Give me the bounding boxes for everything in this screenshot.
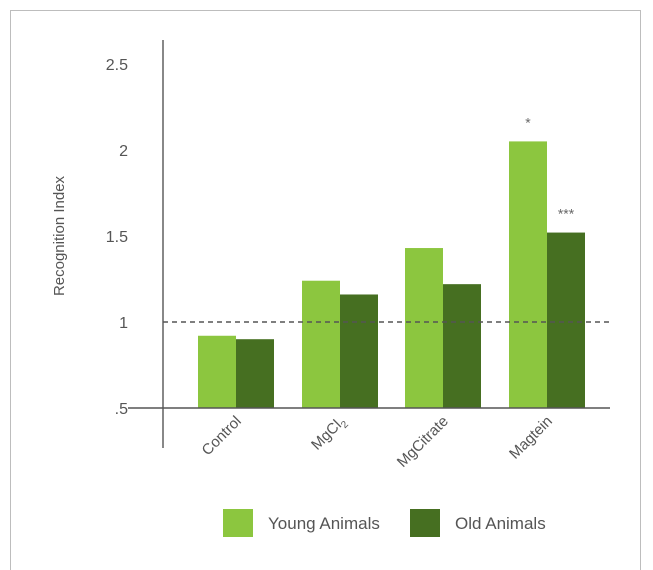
category-label: Control bbox=[199, 413, 245, 459]
chart-frame bbox=[10, 10, 641, 570]
y-tick-label: 1.5 bbox=[106, 229, 128, 246]
bar-control-young bbox=[198, 335, 236, 408]
x-axis-categories: Control MgCl2 MgCitrate Magtein bbox=[199, 412, 556, 471]
y-axis-label: Recognition Index bbox=[51, 175, 68, 296]
category-label-text: MgCitrate bbox=[394, 413, 452, 471]
bar-mgcitrate-old bbox=[443, 284, 481, 408]
y-axis-ticks: .5 1 1.5 2 2.5 bbox=[106, 57, 128, 418]
bar-mgcl-old bbox=[340, 294, 378, 408]
bar-mgcl-young bbox=[302, 280, 340, 408]
category-label-text: Control bbox=[199, 413, 245, 459]
bar-mgcitrate-young bbox=[405, 248, 443, 408]
category-label-text: Magtein bbox=[506, 413, 556, 463]
category-label: Magtein bbox=[506, 413, 556, 463]
category-label: MgCitrate bbox=[394, 413, 452, 471]
category-label: MgCl2 bbox=[308, 412, 351, 455]
legend-label: Young Animals bbox=[268, 514, 380, 533]
bar-magtein-old bbox=[547, 232, 585, 408]
y-tick-label: 2.5 bbox=[106, 57, 128, 74]
significance-marker: *** bbox=[558, 206, 575, 222]
legend-swatch bbox=[223, 509, 253, 537]
y-tick-label: .5 bbox=[115, 401, 128, 418]
significance-marker: * bbox=[525, 114, 531, 130]
significance-annotations: **** bbox=[525, 114, 574, 221]
bar-magtein-young bbox=[509, 141, 547, 408]
y-tick-label: 2 bbox=[119, 143, 128, 160]
bars bbox=[198, 141, 585, 408]
y-tick-label: 1 bbox=[119, 315, 128, 332]
legend-swatch bbox=[410, 509, 440, 537]
bar-control-old bbox=[236, 339, 274, 408]
legend-label: Old Animals bbox=[455, 514, 546, 533]
legend: Young Animals Old Animals bbox=[223, 509, 546, 537]
